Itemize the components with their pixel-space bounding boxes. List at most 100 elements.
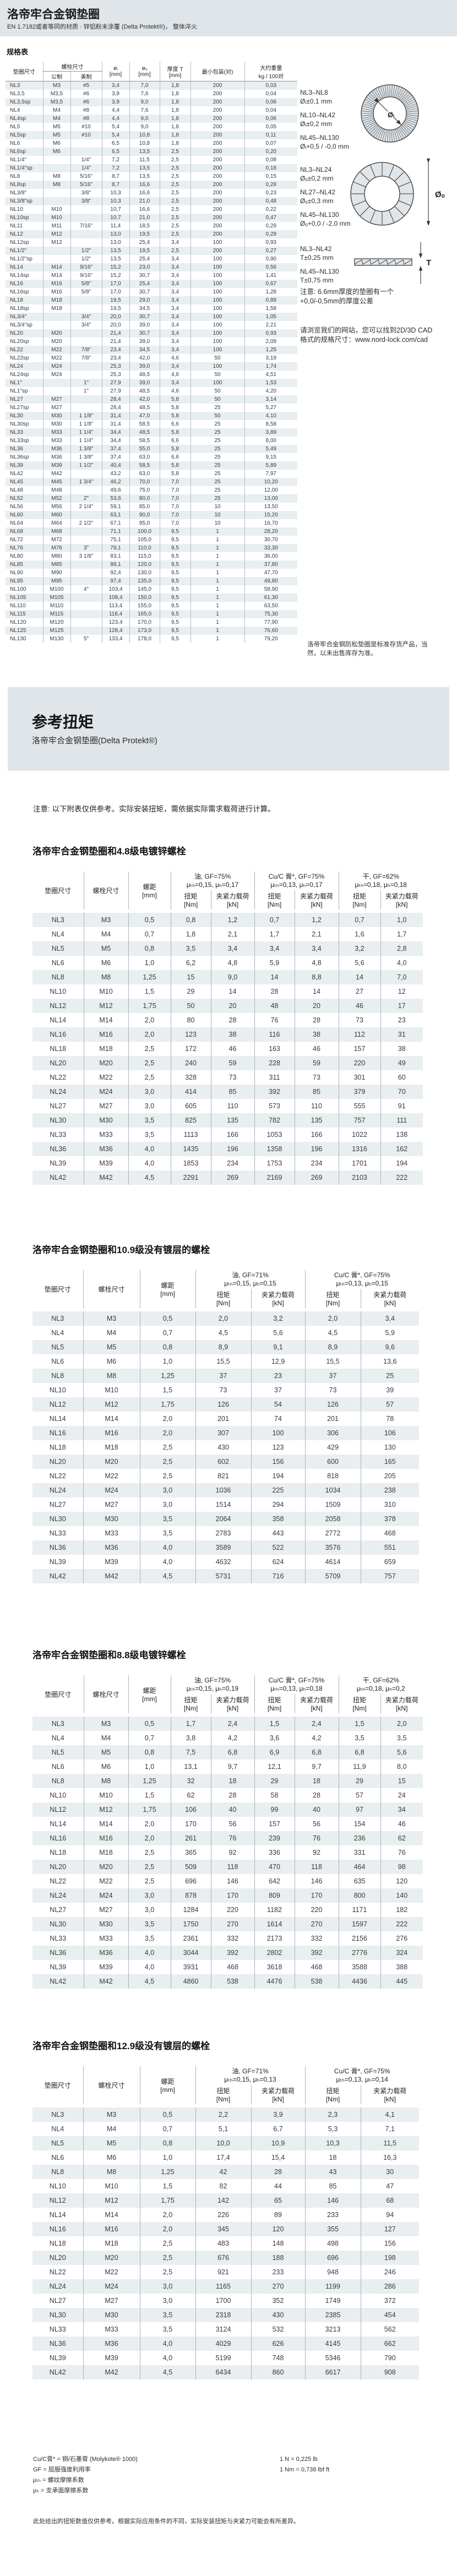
spec-cell: 200: [190, 123, 244, 131]
spec-cell: 200: [190, 189, 244, 197]
spec-cell: 1/4": [70, 164, 102, 172]
spec-cell: 17,0: [101, 280, 129, 288]
torque-cell: 146: [304, 2193, 361, 2208]
spec-cell: 2,21: [244, 321, 297, 329]
spec-cell: 19,5: [129, 247, 160, 255]
torque-cell: 234: [210, 1156, 254, 1170]
spec-row: NL52 M52 2" 53,6 80,0 7,0 25 13,00: [6, 494, 297, 503]
spec-cell: NL33sp: [10, 438, 29, 444]
spec-cell: 53,6: [101, 494, 129, 503]
spec-cell: #6: [70, 90, 102, 98]
torque-cell: 40: [210, 1802, 254, 1817]
spec-cell: 25: [190, 470, 244, 478]
spec-cell: 1,8: [159, 98, 191, 106]
spec-cell: 1,25: [244, 346, 297, 354]
col-torque: 扭矩 [Nm]: [195, 2085, 251, 2104]
torque-row: NL20 M20 2,5 240 59 228 59 220 49: [32, 1056, 423, 1070]
torque-cell: 635: [338, 1874, 380, 1888]
torque-cell: 126: [195, 1397, 251, 1412]
spec-cell: 100,0: [129, 527, 160, 536]
spec-cell: NL20: [10, 330, 23, 336]
torque-cell: 2385: [304, 2308, 361, 2322]
spec-cell: NL6: [10, 140, 20, 146]
torque-cell: 238: [360, 1483, 419, 1497]
spec-cell: 0,18: [244, 164, 297, 172]
torque-cell: 220: [294, 1903, 339, 1917]
torque-cell: 3,2: [251, 1311, 305, 1326]
spec-cell: M20: [42, 329, 70, 337]
torque-cell: 9,7: [210, 1760, 254, 1774]
spec-cell: 7,0: [159, 511, 191, 519]
torque-cell: 2,8: [380, 941, 423, 956]
torque-cell: M12: [83, 1802, 128, 1817]
torque-section-subtitle: 洛帝牢合金钢垫圈(Delta Protekt®): [32, 736, 157, 745]
spec-cell: [70, 337, 102, 346]
torque-cell: NL30: [50, 1920, 67, 1928]
torque-cell: 294: [251, 1497, 305, 1512]
spec-cell: M4: [42, 115, 70, 123]
spec-cell: 9,5: [159, 536, 191, 544]
torque-cell: 757: [338, 1113, 380, 1128]
torque-cell: 336: [254, 1845, 295, 1860]
torque-cell: 0,5: [139, 1311, 195, 1326]
spec-row: NL20 M20 21,4 30,7 3,4 100 0,93: [6, 329, 297, 337]
spec-cell: NL4sp: [10, 116, 26, 122]
spec-cell: NL36sp: [10, 454, 29, 460]
torque-cell: 2,5: [128, 1845, 171, 1860]
spec-cell: M42: [42, 470, 70, 478]
inner-diameter-tolerances: NL3–NL8 Øᵢ±0,1 mm NL10–NL42 Øᵢ±0,2 mm NL…: [300, 89, 349, 150]
torque-cell: 1,6: [338, 927, 380, 941]
spec-cell: 9,5: [159, 560, 191, 569]
torque-cell: 1284: [170, 1903, 211, 1917]
torque-cell: NL12: [49, 2197, 66, 2204]
spec-cell: 115,0: [129, 552, 160, 560]
spec-cell: [70, 618, 102, 627]
torque-cell: 3576: [304, 1540, 361, 1555]
torque-row: NL30 M30 3,5 1750 270 1614 270 1597 222: [32, 1917, 423, 1931]
col-torque: 扭矩 [Nm]: [304, 1289, 361, 1308]
spec-cell: 7,2: [101, 164, 129, 172]
torque-row: NL4 M4 0,7 4,5 5,6 4,5 5,9: [32, 1326, 419, 1340]
torque-cell: 3,0: [128, 1903, 171, 1917]
spec-cell: NL14sp: [10, 273, 29, 279]
torque-cell: 0,7: [139, 2122, 195, 2136]
spec-cell: NL42: [10, 471, 23, 477]
torque-cell: 0,5: [128, 913, 171, 927]
torque-cell: 696: [170, 1874, 211, 1888]
torque-table-body: NL3 M3 0,5 1,7 2,4 1,5 2,4 1,5 2,0 NL4 M4 0,7 3,8 4,2…: [32, 1713, 423, 1989]
col-torque: 扭矩 [Nm]: [170, 890, 211, 910]
spec-cell: 30,7: [129, 288, 160, 296]
spec-cell: 50: [190, 395, 244, 404]
spec-cell: 30,70: [244, 536, 297, 544]
torque-cell: 205: [360, 1469, 419, 1483]
spec-cell: 92,4: [101, 569, 129, 577]
torque-row: NL20 M20 2,5 602 156 600 165: [32, 1455, 419, 1469]
torque-cell: 146: [294, 1874, 339, 1888]
torque-cell: 1614: [254, 1917, 295, 1931]
torque-cell: 29: [338, 1774, 380, 1788]
spec-cell: M14: [42, 271, 70, 280]
torque-cell: M39: [83, 2351, 140, 2365]
torque-cell: 30: [360, 2165, 419, 2179]
spec-cell: NL130: [10, 636, 26, 642]
torque-cell: 156: [251, 1455, 305, 1469]
torque-cell: 2058: [304, 1512, 361, 1526]
spec-cell: [42, 189, 70, 197]
torque-cell: 2802: [254, 1946, 295, 1960]
spec-cell: 10: [190, 519, 244, 527]
spec-cell: 5,27: [244, 404, 297, 412]
torque-cell: NL39: [50, 1159, 67, 1167]
torque-cell: M14: [83, 2208, 140, 2222]
torque-row: NL30 M30 3,5 2318 430 2385 454: [32, 2308, 419, 2322]
torque-cell: 34: [380, 1802, 423, 1817]
spec-cell: 2,5: [159, 189, 191, 197]
torque-table-header: 垫圈尺寸 螺栓尺寸 螺距 [mm] 油, GF=71% μₜₕ=0,15, μₕ=0,…: [32, 1270, 419, 1308]
col-clamp-load: 夹紧力载荷 [kN]: [210, 1694, 254, 1713]
spec-cell: 25,3: [101, 362, 129, 371]
torque-cell: M12: [83, 1397, 140, 1412]
torque-cell: 28: [251, 2165, 305, 2179]
torque-cell: 15,5: [195, 1354, 251, 1369]
torque-cell: 4,2: [210, 1731, 254, 1745]
torque-cell: 170: [294, 1888, 339, 1903]
spec-row: NL12sp M12 13,0 25,4 3,4 100 0,93: [6, 238, 297, 247]
